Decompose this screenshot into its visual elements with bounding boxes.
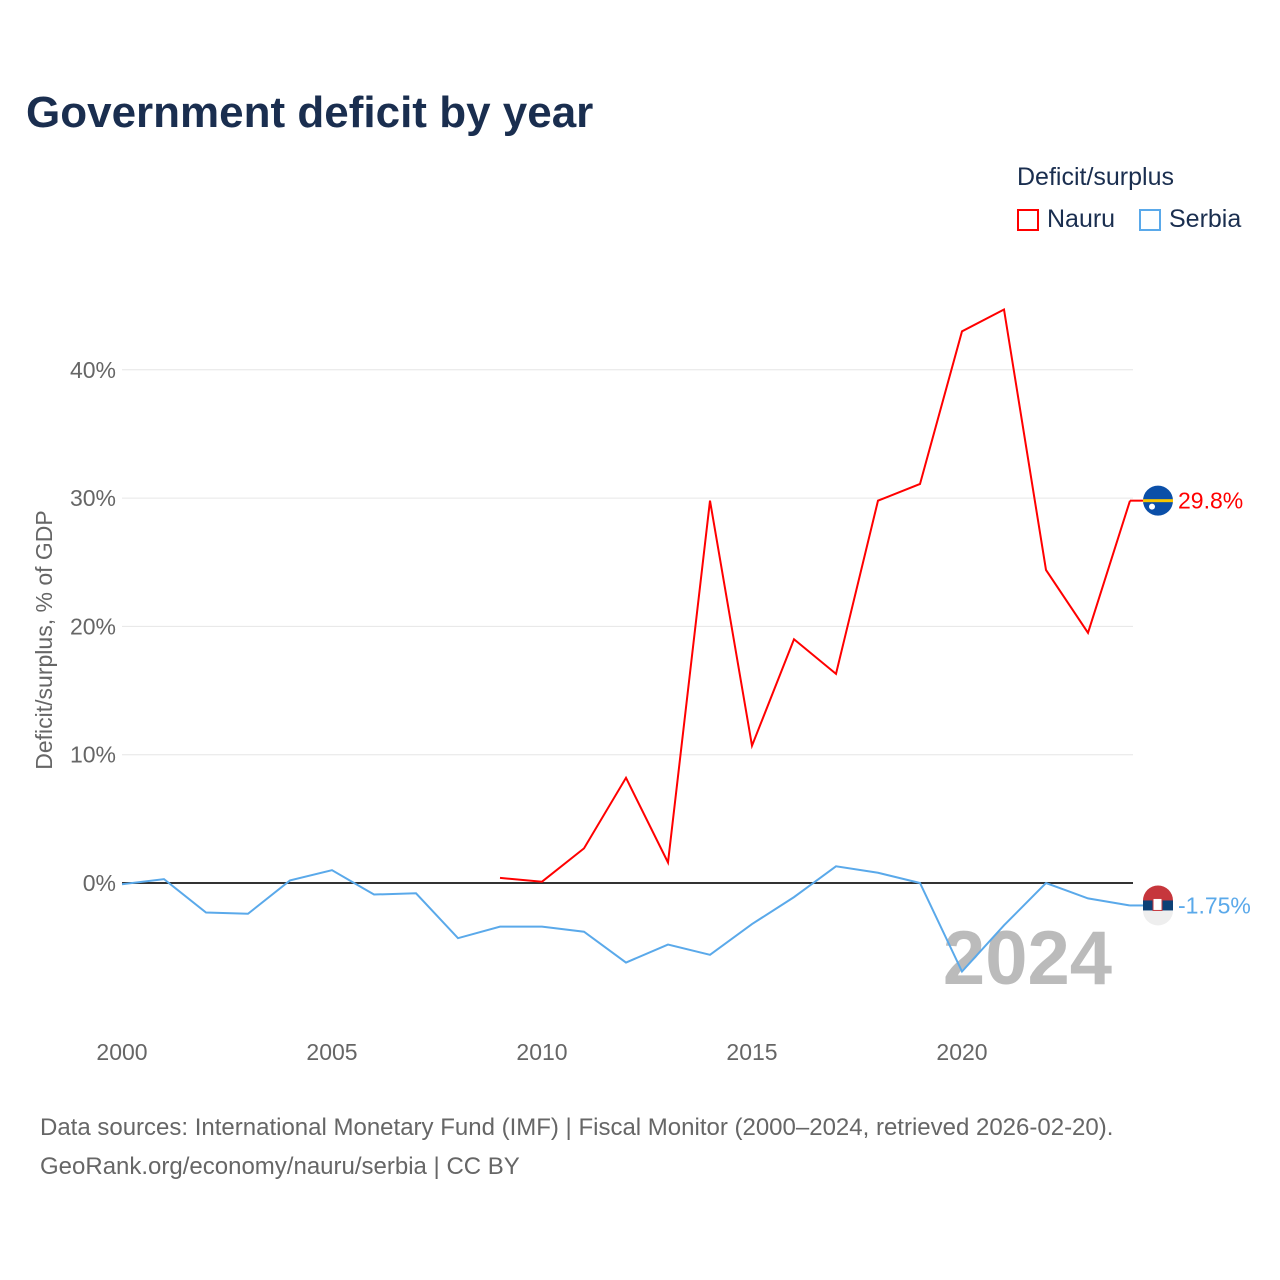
legend-label-nauru: Nauru — [1047, 205, 1116, 233]
y-tick-label: 20% — [70, 613, 116, 639]
serbia-flag-white — [1143, 910, 1173, 926]
x-tick-label: 2000 — [96, 1039, 147, 1065]
source-line-2[interactable]: GeoRank.org/economy/nauru/serbia | CC BY — [40, 1153, 520, 1180]
series-line-serbia — [121, 865, 1131, 974]
x-tick-label: 2005 — [306, 1039, 357, 1065]
legend-label-serbia: Serbia — [1169, 205, 1242, 233]
nauru-flag-stripe — [1143, 499, 1173, 503]
nauru-flag-star — [1149, 503, 1155, 510]
serbia-flag-emblem — [1152, 897, 1163, 911]
legend-swatch-serbia — [1139, 208, 1161, 231]
legend-item-nauru[interactable]: Nauru — [1017, 205, 1115, 234]
legend-item-serbia[interactable]: Serbia — [1139, 205, 1241, 234]
end-label-serbia: -1.75% — [1178, 892, 1251, 918]
year-watermark: 2024 — [943, 916, 1112, 1001]
source-note: Data sources: International Monetary Fun… — [40, 1108, 1113, 1186]
x-tick-label: 2010 — [516, 1039, 567, 1065]
y-tick-label: 0% — [83, 870, 116, 896]
y-tick-label: 40% — [70, 357, 116, 383]
x-tick-label: 2020 — [936, 1039, 987, 1065]
y-tick-label: 30% — [70, 485, 116, 511]
x-tick-label: 2015 — [726, 1039, 777, 1065]
series-line-nauru — [499, 307, 1131, 883]
y-tick-label: 10% — [70, 742, 116, 768]
end-label-nauru: 29.8% — [1178, 488, 1243, 514]
chart-title: Government deficit by year — [26, 88, 594, 137]
source-line-1: Data sources: International Monetary Fun… — [40, 1114, 1114, 1141]
y-axis-label: Deficit/surplus, % of GDP — [31, 510, 57, 769]
legend-swatch-nauru — [1017, 208, 1039, 231]
serbia-flag-icon — [1143, 885, 1173, 901]
legend-title: Deficit/surplus — [1017, 163, 1174, 191]
